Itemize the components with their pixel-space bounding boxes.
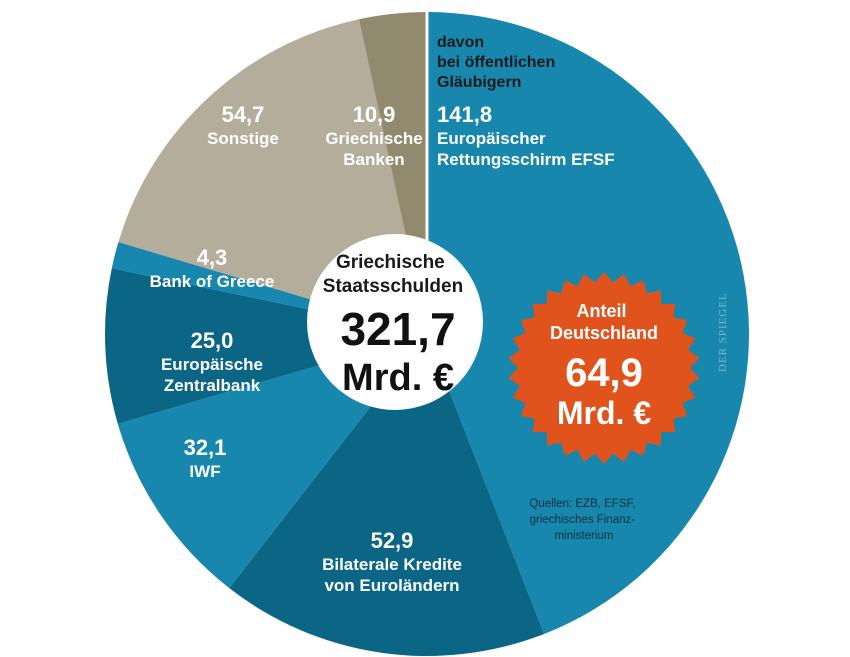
slice-category: Bilaterale Kredite (322, 555, 462, 574)
pie-slice-iwf (117, 334, 427, 589)
pie-slice-bilateral (229, 334, 545, 656)
slice-category: Banken (343, 150, 404, 169)
slice-value: 4,3 (197, 245, 228, 270)
slice-label-bilateral: 52,9 Bilaterale Kredite von Euroländern (322, 528, 462, 595)
center-disc (307, 234, 483, 410)
slice-category: Rettungsschirm EFSF (437, 150, 615, 169)
slice-label-efsf: 141,8 Europäischer Rettungsschirm EFSF (437, 102, 615, 169)
annotation-line: bei öffentlichen (437, 54, 555, 71)
pie-slice-ezb (105, 268, 428, 424)
slice-value: 25,0 (191, 328, 234, 353)
slice-category: IWF (189, 462, 220, 481)
badge-title-line: Deutschland (550, 323, 658, 343)
slice-label-iwf: 32,1 IWF (184, 435, 227, 481)
source-line: ministerium (555, 530, 614, 542)
slice-value: 10,9 (353, 102, 396, 127)
germany-share-badge (508, 272, 700, 464)
slice-category: Zentralbank (164, 376, 261, 395)
slice-label-bank-of-greece: 4,3 Bank of Greece (150, 245, 275, 291)
slice-category: Griechische (325, 129, 422, 148)
slice-category: Europäische (161, 355, 263, 374)
annotation-line: davon (437, 34, 484, 51)
center-total-unit: Mrd. € (342, 357, 454, 399)
slice-category: Europäischer (437, 129, 546, 148)
slice-label-ezb: 25,0 Europäische Zentralbank (161, 328, 263, 395)
slice-value: 141,8 (437, 102, 492, 127)
slice-category: von Euroländern (324, 576, 459, 595)
badge-title-line: Anteil (576, 301, 626, 321)
slice-category: Sonstige (207, 129, 279, 148)
center-title-line: Staatsschulden (323, 276, 463, 297)
slice-labels: 141,8 Europäischer Rettungsschirm EFSF 52,9… (150, 102, 615, 595)
annotation-public-creditors: davon bei öffentlichen Gläubigern (437, 34, 560, 91)
source-line: griechisches Finanz- (530, 514, 636, 526)
badge-unit: Mrd. € (557, 395, 651, 431)
source-note: Quellen: EZB, EFSF, griechisches Finanz-… (529, 498, 638, 542)
slice-value: 32,1 (184, 435, 227, 460)
source-line: Quellen: EZB, EFSF, (529, 498, 635, 510)
center-title-line: Griechische (336, 252, 445, 273)
center-title: Griechische Staatsschulden (323, 252, 463, 297)
annotation-line: Gläubigern (437, 74, 521, 91)
badge-value: 64,9 (565, 351, 643, 395)
center-total-value: 321,7 (340, 303, 455, 355)
slice-label-sonstige: 54,7 Sonstige (207, 102, 279, 148)
badge-title: Anteil Deutschland (550, 301, 658, 343)
slice-value: 54,7 (222, 102, 265, 127)
slice-value: 52,9 (371, 528, 414, 553)
slice-category: Bank of Greece (150, 272, 275, 291)
brand-watermark: DER SPIEGEL (717, 292, 729, 372)
slice-label-greek-banks: 10,9 Griechische Banken (325, 102, 422, 169)
